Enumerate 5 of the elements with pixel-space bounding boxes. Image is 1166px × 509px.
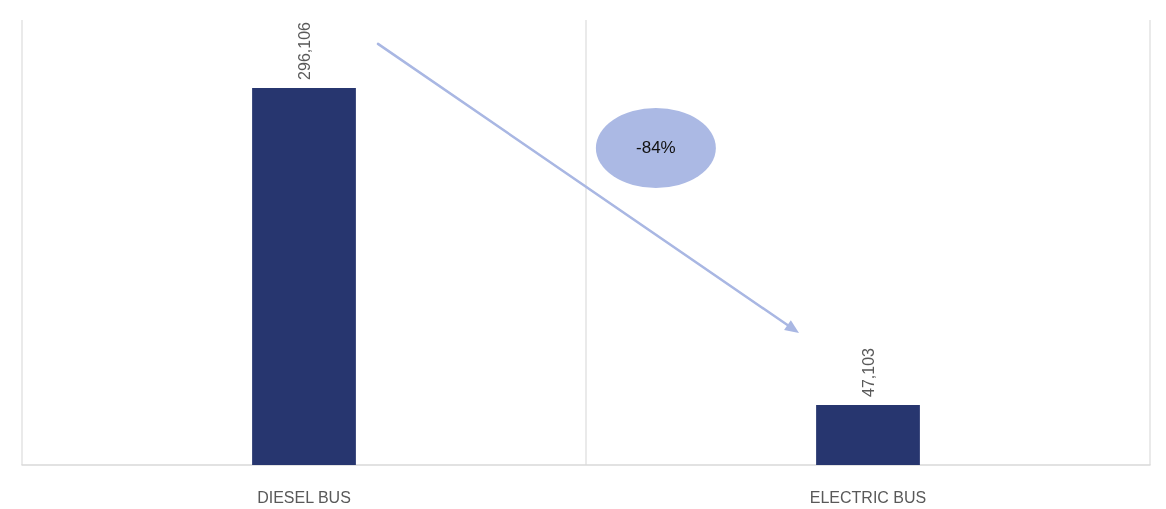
x-tick-label: DIESEL BUS <box>257 488 351 506</box>
annotation: -84% <box>636 138 676 158</box>
data-label: 47,103 <box>859 347 877 398</box>
x-tick-label: ELECTRIC BUS <box>809 488 927 506</box>
data-label: 296,106 <box>295 21 313 80</box>
